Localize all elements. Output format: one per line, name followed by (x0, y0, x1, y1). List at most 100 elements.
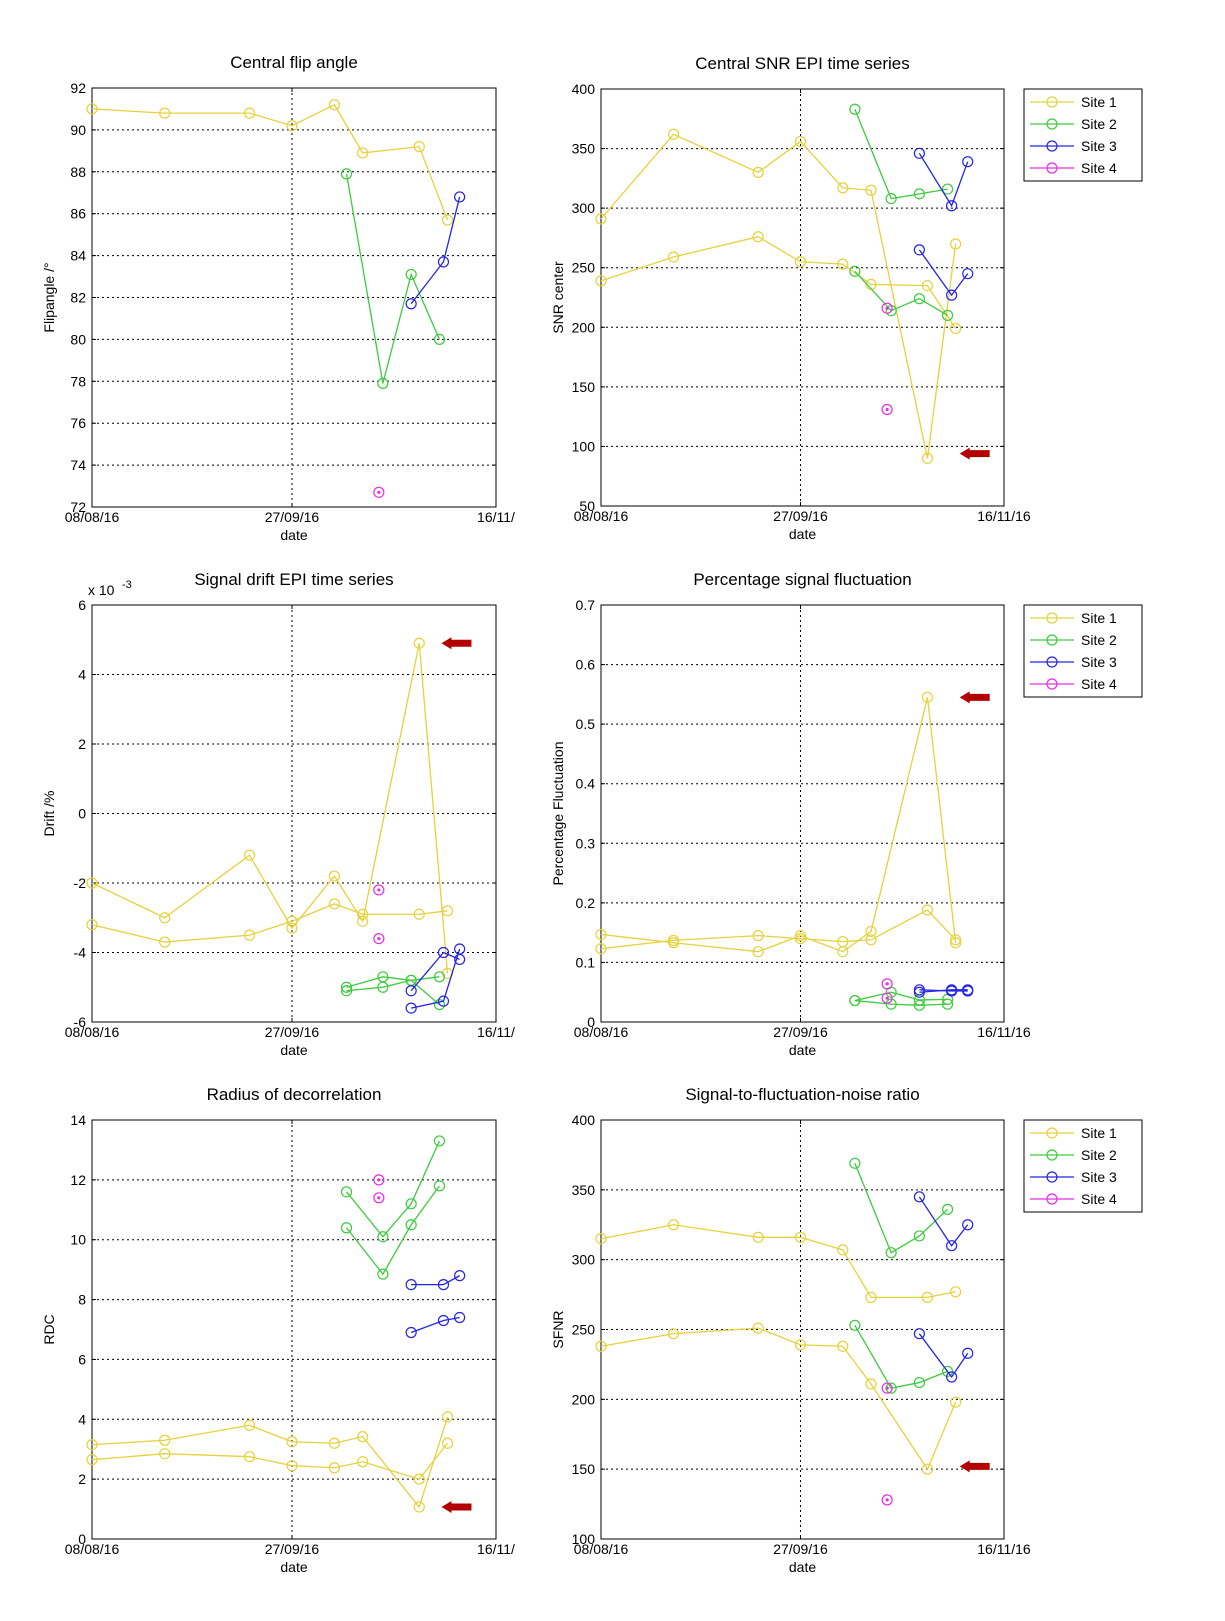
data-point (921, 904, 934, 916)
y-tick-label: 6 (78, 597, 86, 613)
data-point (441, 1411, 454, 1423)
data-point (921, 279, 934, 292)
chart-sfnr: 100 150 200 250 300 350 400 08/08/16 27/09/16 16/… (550, 1085, 1143, 1575)
legend-item: Site 2 (1030, 632, 1117, 648)
data-point (595, 275, 607, 287)
y-tick-label: 0 (78, 806, 86, 822)
data-point (86, 877, 98, 889)
data-point (752, 231, 764, 243)
x-tick-label: 16/11/16 (977, 1024, 1031, 1040)
data-point (86, 1439, 98, 1451)
data-point (595, 213, 607, 225)
series-line (346, 1140, 441, 1238)
data-point (667, 934, 680, 946)
data-point (921, 1463, 934, 1475)
data-point (413, 141, 425, 153)
data-point (86, 1454, 98, 1466)
data-point (377, 981, 389, 993)
data-point (849, 103, 861, 115)
data-point (837, 935, 849, 948)
data-point-center (885, 306, 889, 310)
data-point (243, 1451, 256, 1463)
x-axis-label: date (280, 1559, 307, 1575)
legend-item: Site 1 (1030, 1125, 1117, 1141)
chart-title: Signal drift EPI time series (194, 570, 393, 589)
data-point (946, 985, 958, 997)
data-point (357, 1456, 369, 1468)
data-point (373, 1174, 385, 1186)
series-site-1 (86, 99, 454, 226)
data-point (437, 1279, 450, 1291)
y-axis-label: RDC (41, 1314, 57, 1344)
legend-label: Site 2 (1081, 632, 1117, 648)
legend-swatch-marker (1046, 1127, 1058, 1139)
legend-label: Site 2 (1081, 1147, 1117, 1163)
x-axis-label: date (280, 527, 307, 543)
y-tick-label: 100 (572, 1531, 596, 1547)
exponent-base: x 10 (88, 582, 115, 598)
data-point (413, 908, 425, 920)
series-line (600, 1224, 956, 1299)
data-point (454, 1270, 466, 1282)
data-point (441, 905, 454, 917)
series-line (411, 1275, 460, 1286)
series-site-4 (373, 1174, 385, 1186)
data-point (433, 971, 446, 983)
series-site-2 (849, 994, 954, 1011)
chart-fluct: 0 0.1 0.2 0.3 0.4 0.5 0.6 0.7 08/08/16 27/09/16 16… (550, 570, 1143, 1058)
series-line (600, 133, 957, 459)
y-tick-label: 2 (78, 1471, 86, 1487)
legend-label: Site 4 (1081, 160, 1117, 176)
y-tick-label: 90 (70, 122, 86, 138)
data-point (159, 912, 171, 924)
legend-swatch-marker (1046, 1171, 1058, 1183)
y-tick-label: -4 (74, 945, 87, 961)
legend-box (1023, 1119, 1143, 1213)
series-line (346, 976, 440, 992)
legend-swatch-marker (1046, 162, 1058, 174)
data-point-center (885, 996, 889, 1000)
y-tick-label: -6 (74, 1014, 87, 1030)
data-point (941, 1365, 954, 1378)
series-site-1 (86, 898, 454, 948)
y-tick-label: 12 (70, 1172, 86, 1188)
data-point (437, 1314, 450, 1327)
series-line (91, 103, 449, 221)
data-point (752, 166, 764, 178)
data-point (86, 919, 98, 931)
data-point (328, 1437, 340, 1449)
y-tick-label: 84 (70, 248, 86, 264)
legend-swatch-marker (1046, 96, 1058, 108)
legend-label: Site 4 (1081, 1191, 1117, 1207)
legend-swatch-marker (1046, 678, 1058, 690)
series-site-1 (595, 1322, 962, 1475)
series-line (918, 1196, 969, 1247)
plot-area (601, 605, 1004, 1022)
chart-title: Percentage signal fluctuation (693, 570, 911, 589)
series-line (854, 1324, 948, 1389)
plot-area (601, 89, 1004, 506)
data-point (946, 1371, 958, 1383)
data-point (405, 1219, 417, 1231)
data-point (413, 1473, 425, 1485)
chart-rdc: 0 2 4 6 8 10 12 14 08/08/16 27/09/16 16/11/Radius … (41, 1085, 515, 1575)
series-site-3 (405, 946, 466, 997)
y-tick-label: 10 (70, 1232, 86, 1248)
legend-swatch-marker (1046, 656, 1058, 668)
x-tick-label: 16/11/16 (977, 508, 1031, 524)
data-point (377, 1268, 389, 1280)
data-point (913, 1376, 925, 1389)
series-site-2 (340, 168, 446, 389)
legend-swatch-marker (1046, 1149, 1058, 1161)
axis-exponent: x 10 -3 (88, 579, 132, 598)
data-point (849, 1157, 861, 1169)
data-point (243, 929, 256, 941)
x-tick-label: 16/11/16 (977, 1541, 1031, 1557)
chart-flip: 72 74 76 78 80 82 84 86 88 90 92 08/08/16 27/09/16 16… (41, 53, 515, 543)
legend-item: Site 1 (1030, 610, 1117, 626)
series-site-4 (881, 1382, 893, 1394)
data-point-center (377, 1196, 381, 1200)
x-tick-label: 27/09/16 (265, 509, 320, 525)
y-tick-label: 200 (572, 319, 596, 335)
